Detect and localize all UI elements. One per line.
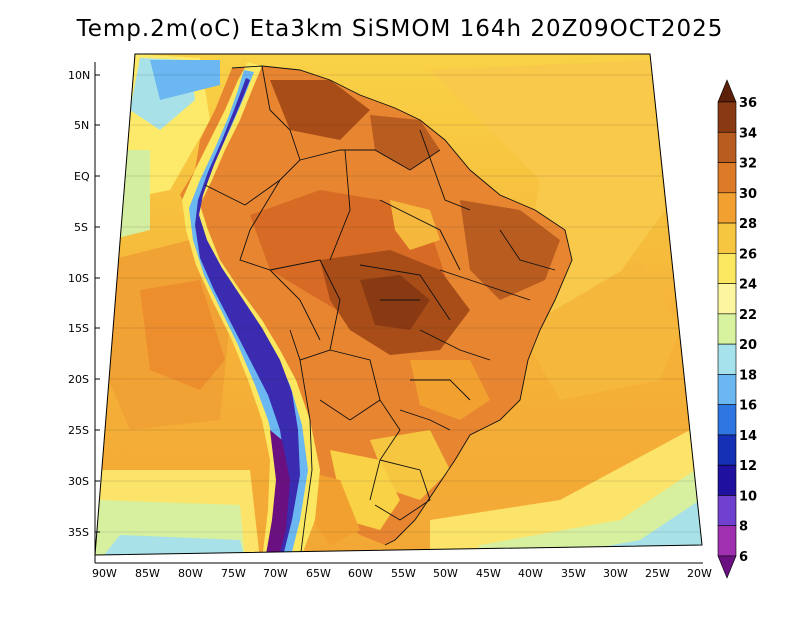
state-lines-brazil — [329, 129, 556, 431]
ocean-fields — [95, 54, 702, 555]
colorbar-segment — [717, 222, 737, 254]
andes-violet-core — [265, 430, 290, 555]
southeast-warm — [410, 360, 490, 420]
north-hot — [270, 80, 370, 140]
colorbar-label: 24 — [739, 278, 757, 293]
boundary-bolivia — [269, 259, 341, 361]
colorbar-label: 8 — [739, 520, 748, 535]
colorbar-label: 32 — [739, 157, 757, 172]
boundary-uruguay — [374, 459, 431, 521]
colorbar-label: 28 — [739, 217, 757, 232]
colorbar-segment — [717, 404, 737, 436]
lat-label: 5S — [74, 221, 88, 234]
lon-label: 55W — [391, 567, 416, 580]
colorbar-segment — [717, 434, 737, 466]
lon-label: 60W — [348, 567, 373, 580]
lon-label: 65W — [306, 567, 331, 580]
colorbar-label: 16 — [739, 399, 757, 414]
andes-fields — [182, 62, 320, 555]
lat-label: 5N — [74, 119, 89, 132]
colorbar-segment — [717, 162, 737, 194]
latitude-axis: 10N 5N EQ 5S 10S 15S 20S 25S 30S 35S — [68, 69, 100, 539]
colorbar-label: 22 — [739, 308, 757, 323]
mato-grosso-south — [320, 340, 400, 410]
lon-label: 45W — [476, 567, 501, 580]
coastline — [231, 65, 573, 546]
lon-label: 20W — [687, 567, 712, 580]
colorbar-label: 36 — [739, 96, 757, 111]
lat-label: 30S — [68, 475, 89, 488]
boundary-argentina-brazil — [369, 399, 401, 501]
boundary-colombia-venezuela — [261, 65, 301, 181]
colorbar-label: 30 — [739, 187, 757, 202]
ocean-cool-southeast-3 — [530, 500, 702, 555]
boundary-brazil-west — [239, 179, 321, 341]
ocean-orange-pacific-2 — [140, 280, 225, 390]
colorbar-label: 26 — [739, 247, 757, 262]
colorbar-segment — [717, 192, 737, 224]
lon-label: 85W — [135, 567, 160, 580]
graticule — [95, 74, 700, 533]
lat-label: 10S — [68, 272, 89, 285]
colorbar-segment — [717, 374, 737, 405]
lon-label: 30W — [603, 567, 628, 580]
political-boundaries — [204, 65, 573, 555]
lon-label: 25W — [645, 567, 670, 580]
colorbar-label: 20 — [739, 338, 757, 353]
colorbar-label: 14 — [739, 429, 757, 444]
lon-label: 75W — [221, 567, 246, 580]
lat-label: 20S — [68, 373, 89, 386]
lat-label: EQ — [74, 170, 90, 183]
colorbar-label: 6 — [739, 550, 748, 565]
map-frame — [94, 53, 703, 556]
colorbar-segment — [717, 313, 737, 345]
northeast-hot — [460, 200, 560, 300]
lon-label: 35W — [561, 567, 586, 580]
guiana-hot — [370, 115, 440, 170]
ocean-warm-east-2 — [520, 260, 680, 400]
colorbar-segment — [717, 495, 737, 527]
map-area — [95, 54, 702, 555]
lon-label: 80W — [178, 567, 203, 580]
lon-label: 90W — [92, 567, 117, 580]
colorbar-segment — [717, 131, 737, 163]
continent-fields — [180, 66, 572, 545]
colorbar: 36 34 32 30 28 26 24 22 20 18 16 14 12 10 8 6 — [717, 79, 757, 579]
colorbar-label: 18 — [739, 368, 757, 383]
longitude-axis: 90W 85W 80W 75W 70W 65W 60W 55W 50W 45W … — [92, 567, 712, 580]
colorbar-segment — [717, 283, 737, 315]
ocean-green-pacific — [105, 150, 150, 240]
amazon-light-spots — [390, 200, 440, 250]
boundary-chile-argentina — [299, 359, 313, 555]
colorbar-label: 34 — [739, 126, 757, 141]
colorbar-label: 10 — [739, 489, 757, 504]
lat-label: 25S — [68, 424, 89, 437]
boundary-colombia-peru — [204, 179, 281, 206]
lat-label: 35S — [68, 526, 89, 539]
colorbar-segment — [717, 253, 737, 284]
lon-label: 70W — [263, 567, 288, 580]
central-brazil-hot-2 — [360, 275, 430, 330]
ocean-warm-east — [430, 60, 665, 330]
map-title: Temp.2m(oC) Eta3km SiSMOM 164h 20Z09OCT2… — [76, 16, 724, 42]
lon-label: 50W — [433, 567, 458, 580]
lon-label: 40W — [518, 567, 543, 580]
lat-label: 15S — [68, 322, 89, 335]
ocean-blue-caribbean — [150, 60, 220, 100]
colorbar-segment — [717, 343, 737, 375]
colorbar-label: 12 — [739, 459, 757, 474]
lat-label: 10N — [68, 69, 90, 82]
colorbar-segment — [717, 464, 737, 496]
colorbar-bottom-arrow — [717, 555, 737, 579]
colorbar-segment — [717, 101, 737, 133]
andes-purple-core — [195, 78, 300, 555]
boundary-brazil-north — [299, 149, 441, 171]
colorbar-segment — [717, 525, 737, 557]
colorbar-top-arrow — [717, 79, 737, 103]
